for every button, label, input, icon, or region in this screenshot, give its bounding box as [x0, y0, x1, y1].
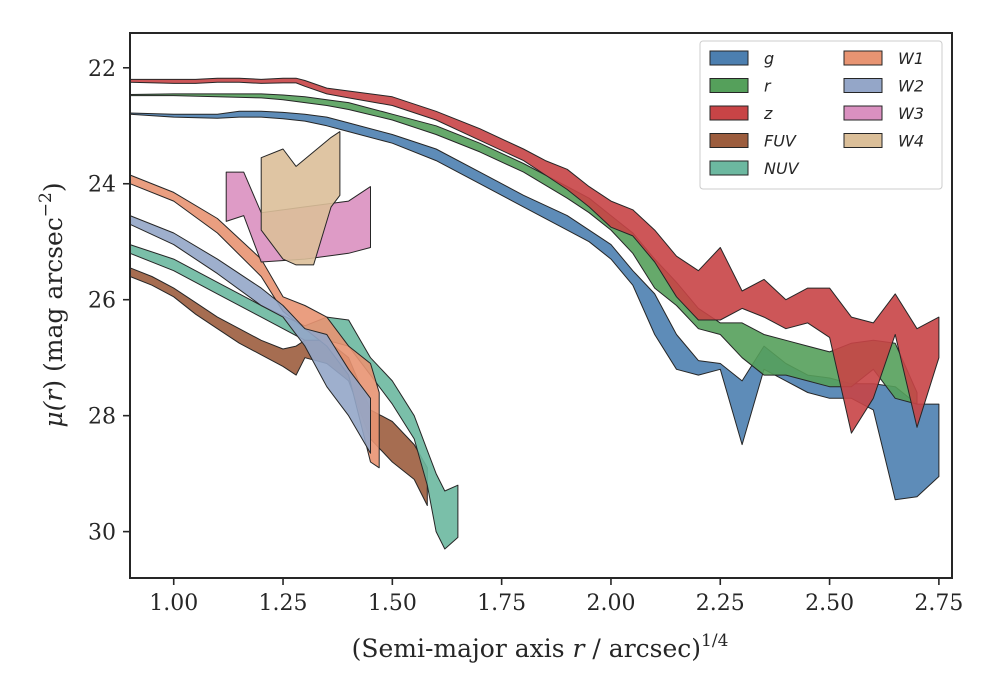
- x-axis-label: (Semi-major axis r / arcsec)1/4: [352, 631, 729, 663]
- x-tick-label: 2.50: [805, 591, 854, 616]
- band-layer: [129, 77, 940, 550]
- legend-label-g: g: [764, 49, 774, 68]
- y-tick-label: 26: [88, 289, 116, 314]
- legend-swatch-w2: [843, 78, 883, 93]
- x-tick-label: 1.25: [259, 591, 308, 616]
- legend-label-w1: W1: [898, 49, 924, 68]
- band-w2: [129, 215, 371, 454]
- x-tick-label: 1.00: [149, 591, 198, 616]
- y-tick-label: 30: [88, 521, 116, 546]
- x-tick-label: 1.75: [477, 591, 526, 616]
- legend-label-fuv: FUV: [764, 132, 797, 151]
- legend-swatch-fuv: [709, 133, 749, 148]
- legend: grz FUV NUV W1 W2 W3 W4: [699, 40, 943, 190]
- legend-label-r: r: [764, 77, 772, 96]
- legend-swatch-z: [709, 105, 749, 121]
- legend-label-z: z: [763, 104, 773, 123]
- legend-label-w3: W3: [898, 104, 924, 123]
- band-fuv: [129, 267, 428, 506]
- legend-label-w4: W4: [898, 132, 924, 151]
- x-tick-label: 1.50: [368, 591, 417, 616]
- band-w4: [260, 131, 341, 266]
- x-tick-label: 2.75: [914, 591, 963, 616]
- y-tick-label: 28: [88, 405, 116, 430]
- x-tick-label: 2.00: [586, 591, 635, 616]
- legend-swatch-nuv: [709, 160, 749, 176]
- x-tick-label: 2.25: [696, 591, 745, 616]
- band-nuv: [129, 244, 459, 550]
- axes-frame: [129, 32, 953, 579]
- legend-label-w2: W2: [898, 77, 924, 96]
- legend-swatch-g: [709, 50, 749, 66]
- legend-swatch-w1: [843, 50, 883, 66]
- y-tick-label: 24: [88, 173, 116, 198]
- y-axis-label: μ(r) (mag arcsec−2): [36, 182, 68, 427]
- x-tick-layer: 1.00 1.25 1.50 1.75 2.00 2.25 2.50 2.75: [149, 578, 963, 616]
- band-w1: [129, 174, 380, 469]
- legend-swatch-w3: [843, 105, 883, 121]
- y-tick-layer: 22 24 26 28 30: [88, 57, 130, 546]
- legend-swatch-w4: [843, 133, 883, 148]
- legend-label-nuv: NUV: [764, 159, 800, 178]
- legend-swatch-r: [709, 78, 749, 93]
- band-g: [129, 110, 940, 501]
- band-z: [129, 77, 940, 434]
- y-tick-label: 22: [88, 57, 116, 82]
